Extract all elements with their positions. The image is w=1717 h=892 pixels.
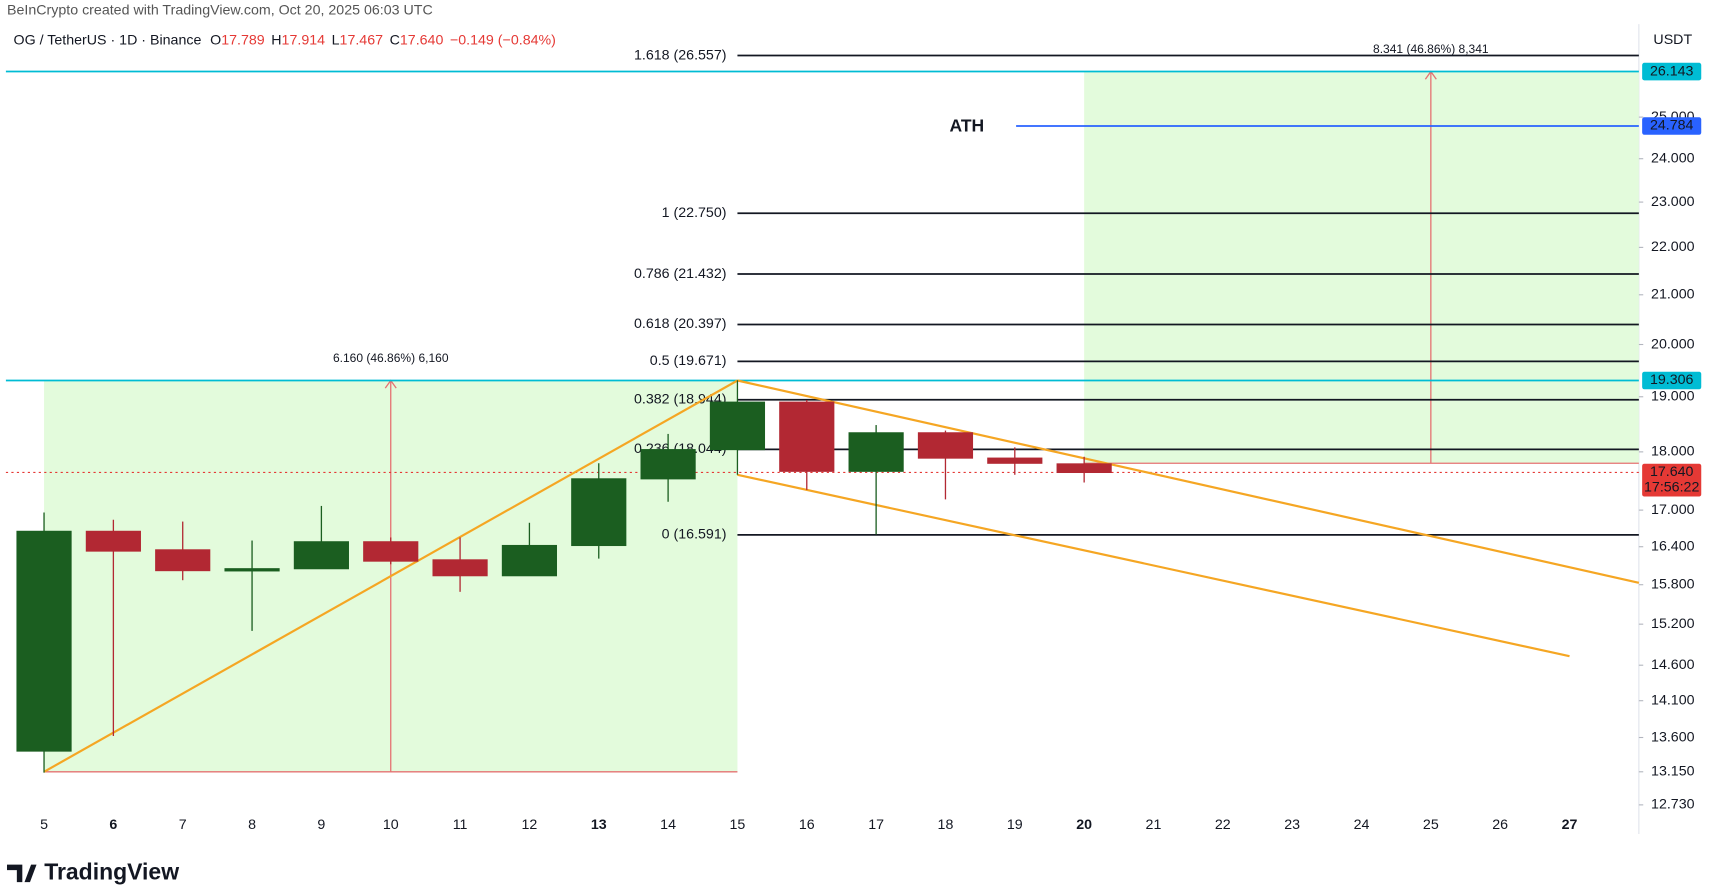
candle-body [224, 568, 280, 572]
x-tick-label: 26 [1492, 817, 1508, 833]
annotation: ATH [950, 116, 985, 136]
fib-label: 1 (22.750) [662, 205, 727, 221]
x-tick-label: 22 [1215, 817, 1231, 833]
ohlc-key: C [390, 32, 400, 48]
x-tick-label: 14 [660, 817, 676, 833]
y-tick-label: 23.000 [1651, 194, 1695, 210]
x-tick-label: 23 [1284, 817, 1300, 833]
y-tick-label: 14.100 [1651, 692, 1695, 708]
y-tick-label: 13.600 [1651, 729, 1695, 745]
x-tick-label: 9 [317, 817, 325, 833]
ohlc-value: 17.467 [340, 32, 384, 48]
measure-label: 6.160 (46.86%) 6,160 [333, 351, 449, 365]
y-tick-label: 15.200 [1651, 616, 1695, 632]
x-tick-label: 25 [1423, 817, 1439, 833]
logo: TradingView [6, 858, 179, 884]
x-tick-label: 27 [1562, 817, 1578, 833]
fib-label: 0.382 (18.944) [634, 392, 727, 408]
y-tick-label: 17.000 [1651, 502, 1695, 518]
symbol-legend: OG / TetherUS · 1D · Binance O17.789 H17.9… [14, 32, 556, 48]
y-tick-label: 20.000 [1651, 336, 1695, 352]
candle-body [85, 530, 141, 552]
fib-label: 0.618 (20.397) [634, 316, 727, 332]
candle-body [16, 530, 72, 752]
x-tick-label: 12 [522, 817, 538, 833]
fib-label: 0.786 (21.432) [634, 266, 727, 282]
fib-label: 1.618 (26.557) [634, 47, 727, 63]
ohlc-key: O [210, 32, 221, 48]
x-tick-label: 20 [1076, 817, 1092, 833]
y-tick-label: 22.000 [1651, 239, 1695, 255]
x-tick-label: 10 [383, 817, 399, 833]
candle-body [640, 449, 696, 480]
price-countdown: 17:56:22 [1644, 480, 1699, 496]
candle-body [155, 549, 211, 572]
candle-body [1056, 463, 1112, 474]
y-tick-label: 21.000 [1651, 287, 1695, 303]
x-tick-label: 15 [730, 817, 746, 833]
candle-body [432, 559, 488, 577]
y-unit: USDT [1653, 32, 1692, 48]
y-tick-label: 18.000 [1651, 444, 1695, 460]
y-tick-label: 15.800 [1651, 576, 1695, 592]
y-tick-label: 16.400 [1651, 538, 1695, 554]
candle-body [293, 541, 349, 570]
candle-body [987, 457, 1043, 464]
plot-area: 6.160 (46.86%) 6,160 8.341 (46.86%) 8,341… [5, 24, 1702, 834]
symbol: OG / TetherUS · 1D · Binance [14, 32, 202, 48]
x-tick-label: 7 [179, 817, 187, 833]
candle-body [571, 478, 627, 547]
ohlc-value: 17.789 [221, 32, 265, 48]
price-label: 19.306 [1650, 372, 1694, 388]
ohlc-key: H [271, 32, 281, 48]
price-label: 17.640 [1650, 464, 1694, 480]
trendline [43, 379, 738, 773]
candle-body [709, 401, 766, 451]
price-label: 26.143 [1650, 63, 1694, 79]
x-tick-label: 16 [799, 817, 815, 833]
x-tick-label: 19 [1007, 817, 1023, 833]
y-tick-label: 12.730 [1651, 797, 1695, 813]
price-label-box [1642, 62, 1702, 81]
x-tick-label: 18 [938, 817, 954, 833]
fib-label: 0.5 (19.671) [650, 353, 727, 369]
candle-body [779, 401, 835, 472]
attribution: BeInCrypto created with TradingView.com,… [7, 3, 433, 19]
x-tick-label: 6 [109, 817, 117, 833]
x-tick-label: 8 [248, 817, 256, 833]
y-tick-label: 19.000 [1651, 389, 1695, 405]
trendline [737, 379, 1640, 584]
candle-body [917, 432, 974, 459]
candle-body [363, 541, 419, 562]
price-label-box [1642, 463, 1702, 497]
logo-icon [6, 864, 37, 883]
candle-body [848, 432, 904, 472]
y-tick-label: 14.600 [1651, 657, 1695, 673]
x-tick-label: 13 [591, 817, 607, 833]
measure-box [1084, 71, 1639, 464]
ohlc-value: 17.640 [400, 32, 444, 48]
y-tick-label: 24.000 [1651, 150, 1695, 166]
ohlc-value: 17.914 [282, 32, 326, 48]
logo-text: TradingView [44, 858, 179, 884]
price-label-box [1642, 117, 1702, 135]
x-tick-label: 17 [868, 817, 884, 833]
x-tick-label: 5 [40, 817, 48, 833]
price-label: 24.784 [1650, 118, 1694, 134]
price-label-box [1642, 371, 1702, 390]
x-tick-label: 11 [453, 817, 468, 833]
ohlc-key: L [332, 32, 340, 48]
x-tick-label: 21 [1146, 817, 1162, 833]
fib-label: 0 (16.591) [662, 527, 727, 543]
change: −0.149 (−0.84%) [450, 32, 556, 48]
measure-label: 8.341 (46.86%) 8,341 [1373, 42, 1489, 56]
y-tick-label: 13.150 [1651, 764, 1695, 780]
candle-body [501, 544, 558, 577]
x-tick-label: 24 [1354, 817, 1370, 833]
